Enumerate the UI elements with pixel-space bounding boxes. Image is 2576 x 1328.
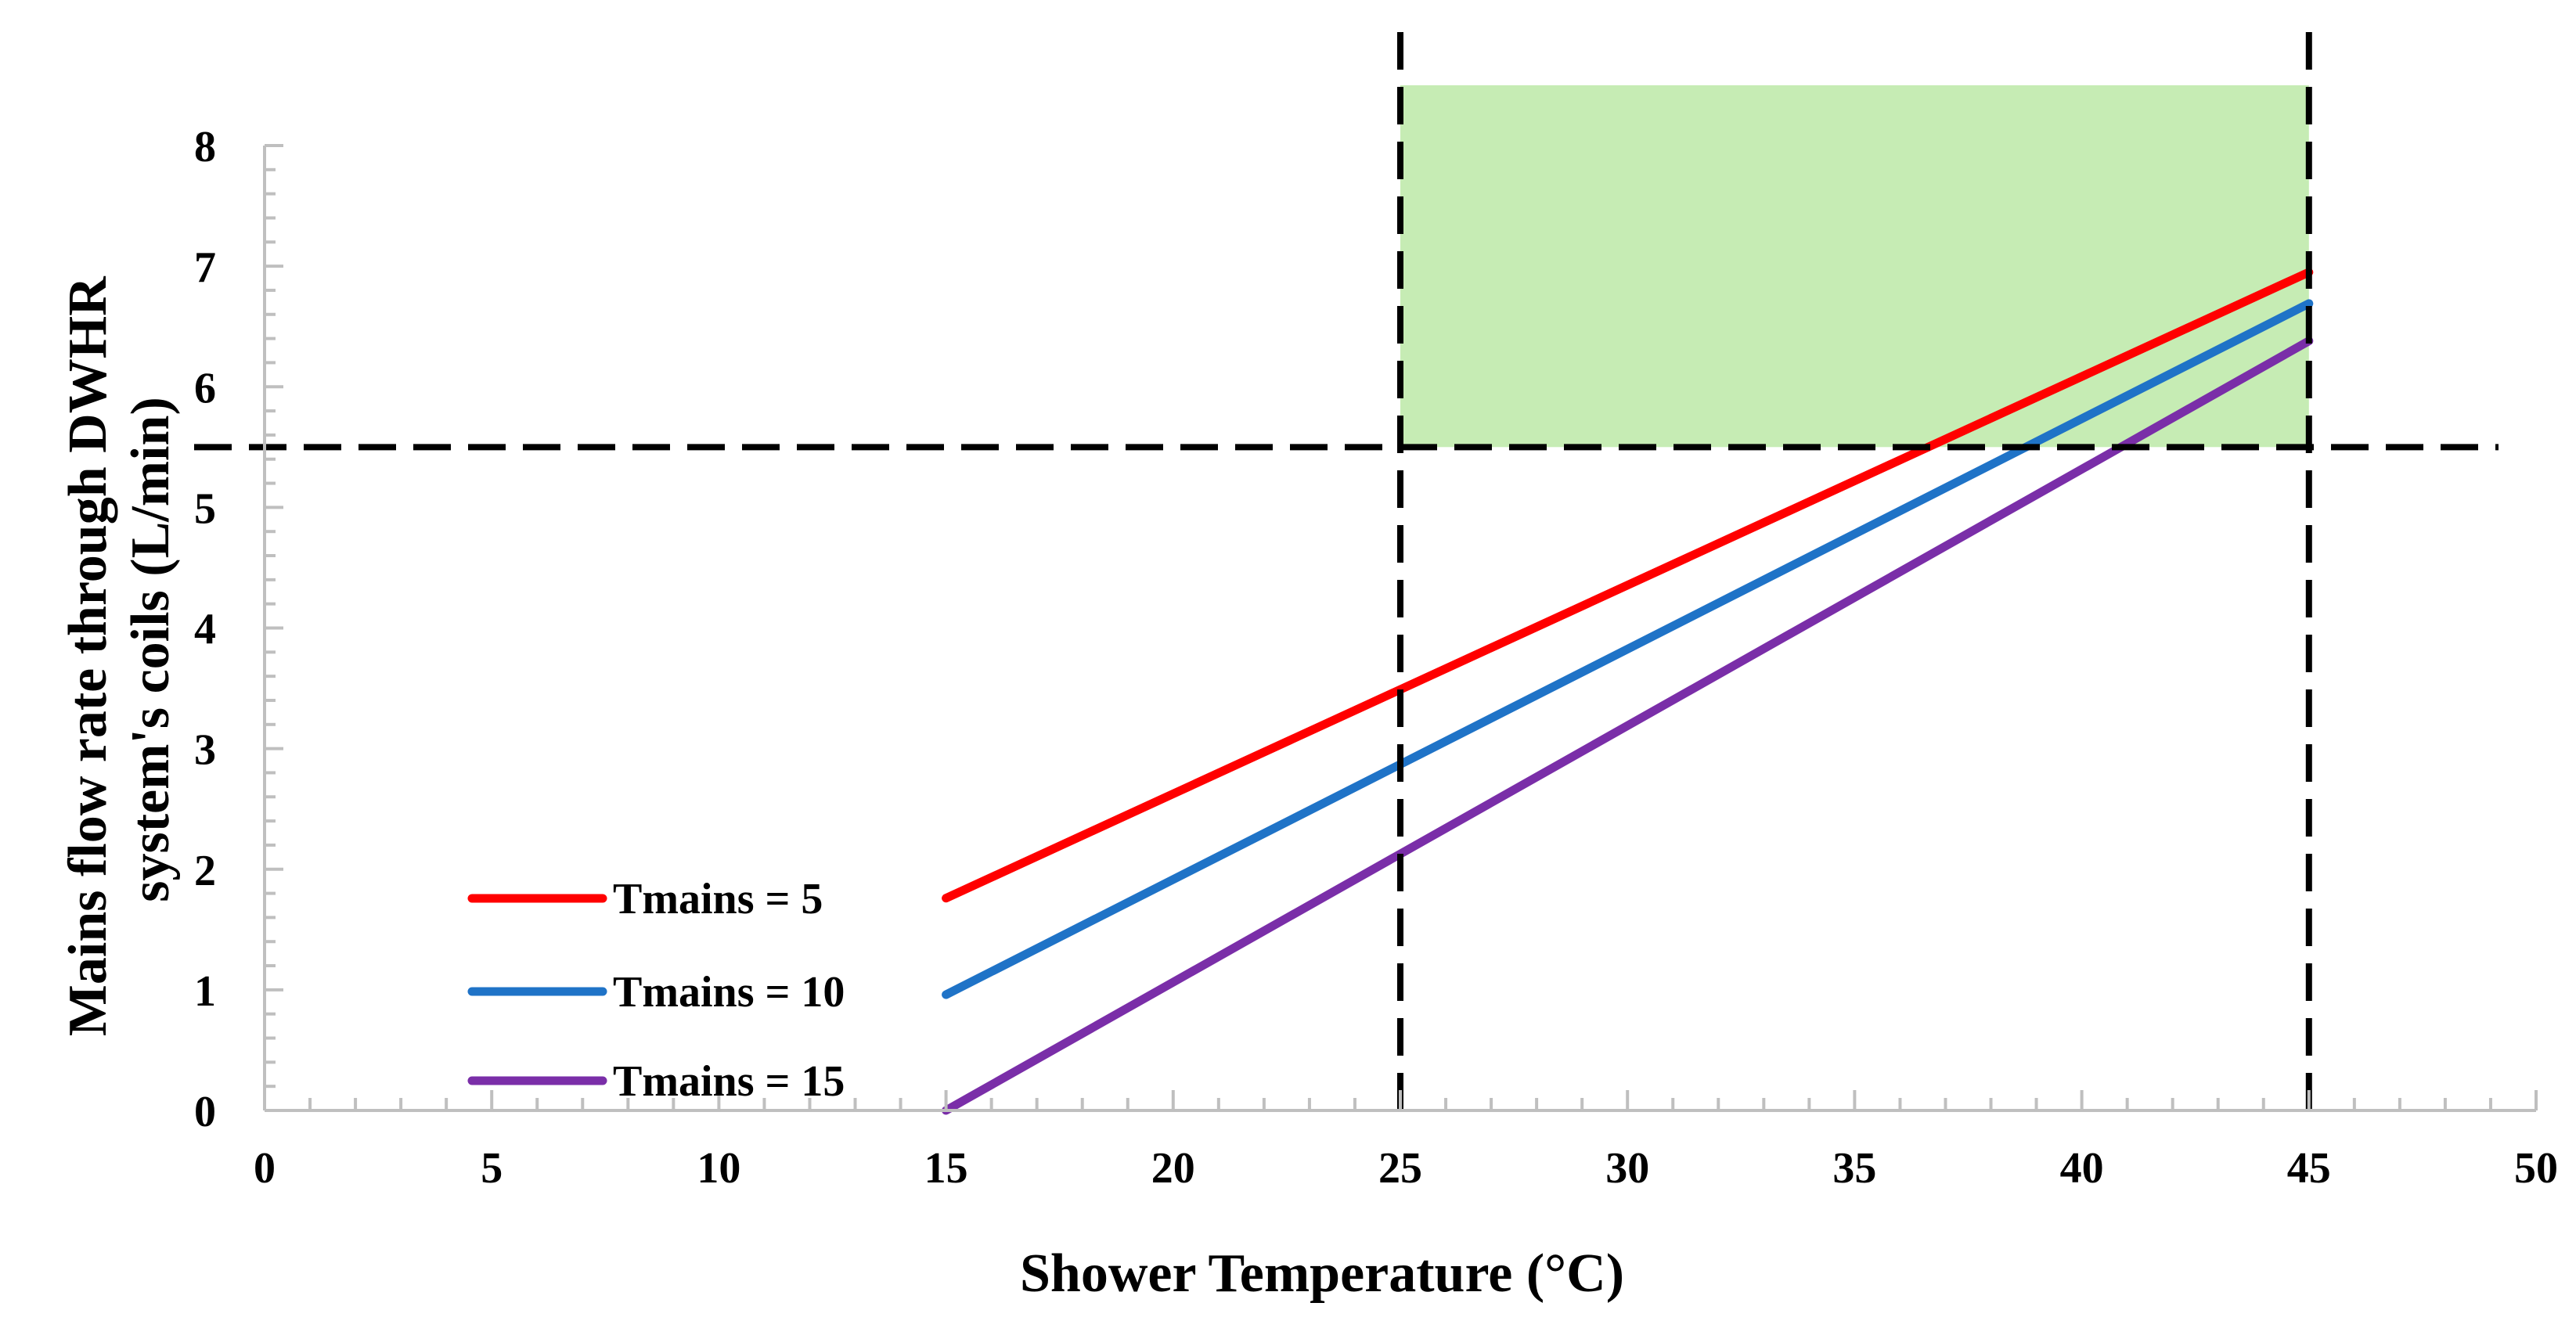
x-tick-label: 30 [1605,1144,1649,1193]
legend-label-3: Tmains = 15 [613,1057,845,1106]
y-axis-title-line-1: Mains flow rate through DWHR [58,275,118,1036]
y-tick-label: 5 [194,484,216,533]
legend: Tmains = 5 Tmains = 10 Tmains = 15 [467,875,845,1106]
x-tick-label: 45 [2287,1144,2331,1193]
y-tick-label: 0 [194,1088,216,1136]
y-axis-labels: 0 1 2 3 4 5 6 7 8 [194,123,216,1136]
y-axis-ticks [265,144,283,1112]
reference-lines [194,23,2499,1110]
shaded-region [1400,85,2309,448]
series-line-3 [942,336,2314,1115]
x-tick-label: 0 [254,1144,276,1193]
y-tick-label: 1 [194,967,216,1016]
y-axis-title: Mains flow rate through DWHR system's co… [58,263,181,1036]
x-tick-label: 15 [924,1144,968,1193]
y-tick-label: 2 [194,847,216,895]
y-tick-label: 4 [194,606,216,654]
y-tick-label: 6 [194,364,216,412]
x-tick-label: 20 [1151,1144,1195,1193]
x-tick-label: 25 [1378,1144,1422,1193]
y-tick-label: 3 [194,726,216,775]
legend-label-2: Tmains = 10 [613,968,845,1017]
series-line-2 [942,299,2314,999]
y-axis-title-line-2: system's coils (L/min) [121,397,181,902]
x-axis-ticks: 0 5 10 15 20 25 30 35 40 45 50 [254,1090,2558,1193]
series-layer [942,268,2314,1115]
y-tick-label: 7 [194,243,216,292]
legend-label-1: Tmains = 5 [613,875,823,923]
x-tick-label: 50 [2514,1144,2558,1193]
y-tick-label: 8 [194,123,216,171]
series-line-1 [942,268,2314,903]
x-tick-label: 40 [2060,1144,2104,1193]
x-axis-title: Shower Temperature (°C) [1020,1243,1624,1304]
x-tick-label: 10 [697,1144,740,1193]
x-tick-label: 35 [1832,1144,1876,1193]
x-tick-label: 5 [481,1144,503,1193]
